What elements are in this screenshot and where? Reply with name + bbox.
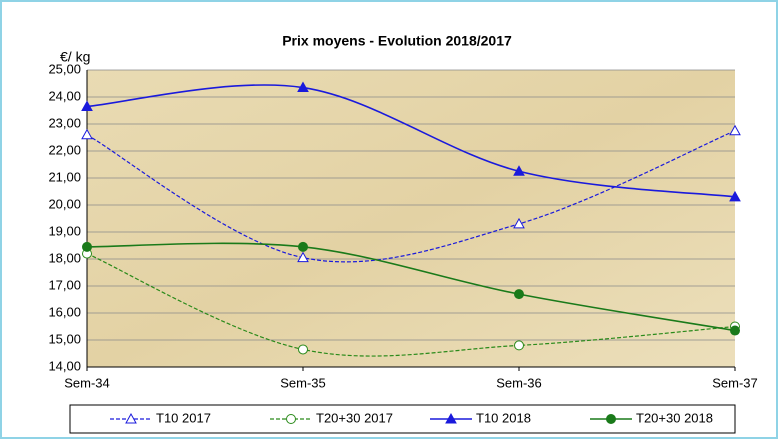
data-point bbox=[514, 340, 524, 351]
series-line bbox=[86, 242, 736, 332]
data-point bbox=[81, 100, 93, 111]
chart-title: Prix moyens - Evolution 2018/2017 bbox=[282, 33, 512, 49]
y-tick-label: 17,00 bbox=[48, 277, 81, 292]
x-tick-label: Sem-37 bbox=[712, 375, 758, 390]
legend-marker bbox=[606, 414, 616, 424]
data-point bbox=[82, 241, 92, 252]
y-tick-label: 23,00 bbox=[48, 115, 81, 130]
x-tick-label: Sem-36 bbox=[496, 375, 542, 390]
legend-marker bbox=[445, 412, 457, 424]
data-point bbox=[81, 128, 93, 140]
legend-marker bbox=[286, 414, 296, 424]
data-point bbox=[298, 344, 308, 355]
y-tick-label: 25,00 bbox=[48, 61, 81, 76]
series-line bbox=[86, 130, 736, 263]
data-point bbox=[513, 217, 525, 229]
data-point bbox=[297, 81, 309, 93]
legend-marker bbox=[125, 412, 137, 424]
y-tick-label: 14,00 bbox=[48, 358, 81, 373]
legend-label: T10 2017 bbox=[156, 410, 211, 425]
data-point bbox=[513, 165, 525, 176]
plot-area bbox=[87, 70, 735, 367]
y-tick-label: 20,00 bbox=[48, 196, 81, 211]
y-tick-label: 22,00 bbox=[48, 142, 81, 157]
y-tick-label: 15,00 bbox=[48, 331, 81, 346]
y-tick-label: 21,00 bbox=[48, 169, 81, 184]
y-axis-label: €/ kg bbox=[60, 49, 90, 65]
data-point bbox=[297, 251, 309, 263]
y-tick-label: 18,00 bbox=[48, 250, 81, 265]
y-tick-label: 24,00 bbox=[48, 88, 81, 103]
y-tick-label: 19,00 bbox=[48, 223, 81, 238]
data-point bbox=[730, 325, 740, 336]
data-point bbox=[729, 124, 741, 136]
x-tick-label: Sem-35 bbox=[280, 375, 326, 390]
legend-label: T20+30 2018 bbox=[636, 410, 713, 425]
series-line bbox=[86, 84, 736, 198]
y-tick-label: 16,00 bbox=[48, 304, 81, 319]
legend-label: T10 2018 bbox=[476, 410, 531, 425]
data-point bbox=[729, 190, 741, 202]
series-line bbox=[86, 253, 736, 357]
x-tick-label: Sem-34 bbox=[64, 375, 110, 390]
legend-label: T20+30 2017 bbox=[316, 410, 393, 425]
data-point bbox=[298, 241, 308, 252]
data-point bbox=[514, 289, 524, 300]
